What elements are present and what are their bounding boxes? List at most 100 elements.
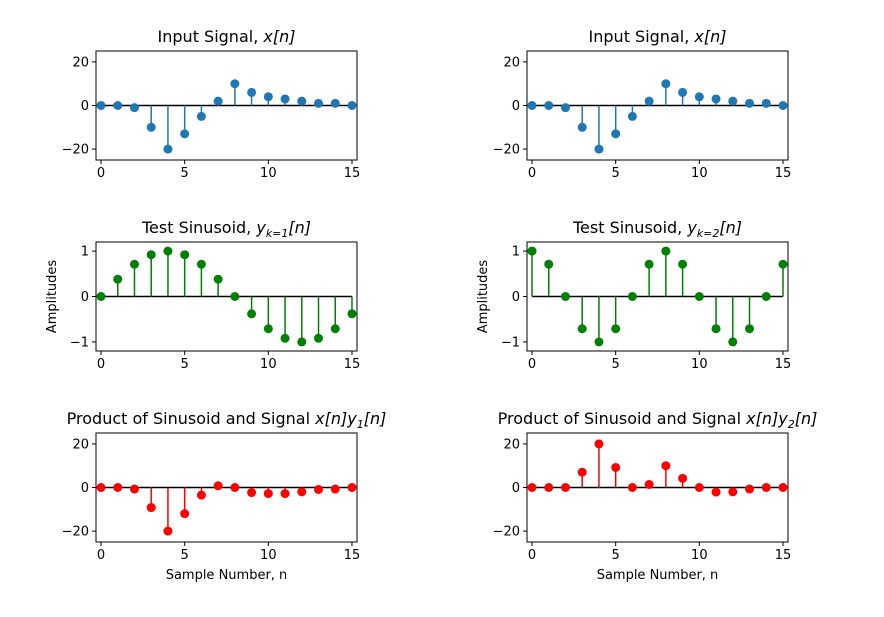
stem-marker (577, 467, 587, 477)
x-tick-label: 15 (344, 548, 361, 563)
x-tick-label: 15 (775, 166, 792, 181)
subplot-4: 0 5 10 15 −1 0 1 Test Sinusoid, yk=2[n] Amplitud… (476, 218, 791, 372)
stem-marker (661, 461, 671, 471)
stem-marker (330, 324, 340, 334)
stem-marker (761, 483, 771, 492)
stem-marker (761, 98, 771, 108)
stem-marker (146, 250, 156, 260)
x-tick-label: 15 (344, 357, 361, 372)
stem-marker (544, 101, 554, 110)
stem-marker (314, 98, 324, 108)
stem-marker (96, 292, 106, 301)
stem-marker (146, 503, 156, 513)
stem-marker (96, 483, 106, 492)
stem-marker (594, 144, 604, 154)
stem-marker (96, 101, 106, 110)
stem-marker (163, 526, 173, 536)
stem-marker (745, 98, 755, 108)
stem-marker (247, 488, 257, 498)
stem-marker (263, 489, 273, 499)
stem-marker (544, 259, 554, 269)
y-tick-label: 0 (512, 290, 520, 305)
stem-marker (280, 333, 290, 343)
x-axis-label: Sample Number, n (597, 568, 719, 583)
y-tick-label: 0 (512, 481, 520, 496)
stem-marker (745, 484, 755, 494)
stem-marker (129, 484, 139, 494)
y-tick-label: −1 (501, 335, 520, 350)
stem-marker (778, 259, 788, 269)
stem-marker (611, 324, 621, 334)
stem-marker (163, 144, 173, 154)
stem-marker (560, 292, 570, 301)
stem-marker (129, 103, 139, 113)
stem-marker (644, 96, 654, 106)
stem-marker (113, 101, 123, 110)
stem-marker (527, 101, 537, 110)
x-axis-label: Sample Number, n (166, 568, 288, 583)
y-axis-label: Amplitudes (45, 260, 60, 334)
x-tick-label: 5 (181, 166, 189, 181)
stem-marker (694, 483, 704, 492)
stem-marker (146, 122, 156, 132)
stem-marker (678, 87, 688, 97)
stem-marker (611, 462, 621, 472)
y-tick-label: −20 (493, 143, 520, 158)
stem-marker (347, 101, 357, 110)
stem-marker (711, 94, 721, 104)
stem-marker (627, 111, 637, 121)
stem-marker (711, 487, 721, 497)
y-tick-label: −1 (70, 335, 89, 350)
x-tick-label: 10 (260, 166, 277, 181)
x-tick-label: 10 (691, 357, 708, 372)
stem-marker (330, 484, 340, 494)
stem-marker (314, 484, 324, 494)
stem-marker (678, 473, 688, 483)
x-tick-label: 0 (97, 548, 105, 563)
subplot-5: 0 5 10 15 −20 0 20 Product of Sinusoid and Sign… (62, 409, 387, 583)
stem-marker (678, 259, 688, 269)
y-tick-label: 1 (81, 245, 89, 260)
x-tick-label: 15 (775, 548, 792, 563)
stem-marker (263, 92, 273, 102)
stem-marker (247, 87, 257, 97)
stem-marker (347, 309, 357, 319)
y-tick-label: −20 (493, 525, 520, 540)
subplot-6: 0 5 10 15 −20 0 20 Product of Sinusoid and Sign… (493, 409, 818, 583)
y-tick-label: 1 (512, 245, 520, 260)
stem-marker (213, 481, 223, 491)
y-tick-label: 20 (72, 437, 89, 452)
stem-marker (113, 274, 123, 284)
stem-marker (611, 129, 621, 139)
stem-marker (297, 487, 307, 497)
stem-marker (527, 246, 537, 256)
stem-marker (213, 96, 223, 106)
stem-marker (347, 483, 357, 492)
y-tick-label: 20 (72, 55, 89, 70)
stem-marker (280, 489, 290, 499)
x-tick-label: 5 (612, 166, 620, 181)
x-tick-label: 0 (528, 548, 536, 563)
chart-title: Product of Sinusoid and Signal x[n]y1[n] (67, 409, 387, 431)
stem-marker (196, 111, 206, 121)
y-tick-label: 0 (81, 290, 89, 305)
stem-marker (594, 439, 604, 449)
x-tick-label: 10 (260, 548, 277, 563)
y-tick-label: −20 (62, 525, 89, 540)
stem-marker (711, 324, 721, 334)
chart-title: Product of Sinusoid and Signal x[n]y2[n] (498, 409, 818, 431)
x-tick-label: 0 (528, 166, 536, 181)
stem-marker (627, 292, 637, 301)
stem-marker (129, 259, 139, 269)
stem-marker (745, 324, 755, 334)
stem-marker (728, 487, 738, 497)
stem-marker (213, 274, 223, 284)
stem-marker (330, 98, 340, 108)
y-tick-label: 0 (81, 99, 89, 114)
stem-marker (314, 333, 324, 343)
stem-marker (644, 259, 654, 269)
stem-marker (594, 337, 604, 347)
stem-marker (761, 292, 771, 301)
stem-marker (527, 483, 537, 492)
